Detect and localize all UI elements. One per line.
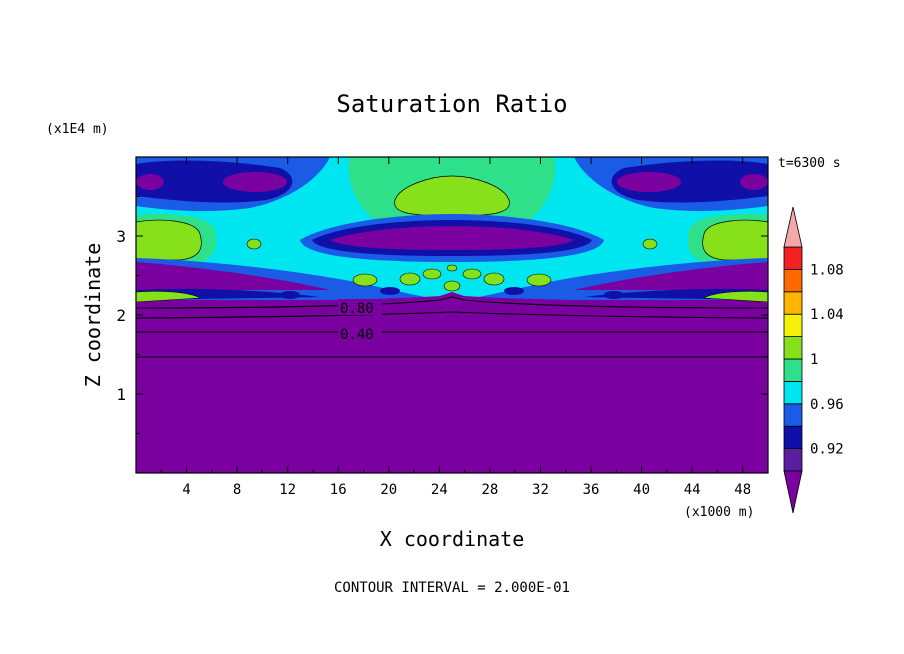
plot-area: [136, 157, 768, 473]
colorbar-swatch: [783, 291, 803, 315]
y-tick-label: 3: [116, 227, 126, 246]
x-tick-label: 36: [583, 482, 600, 498]
colorbar-swatch: [783, 425, 803, 450]
colorbar-tick-label: 0.92: [810, 442, 844, 458]
field-upper-left-navy: [136, 160, 293, 203]
field-unsaturated-boundary: [136, 292, 768, 473]
x-axis-ticks: 4 8 12 16 20 24 28 32 36 40 44 48: [160, 157, 751, 498]
colorbar-swatch: [783, 268, 803, 293]
colorbar: 0.92 0.96 1 1.04 1.08: [783, 206, 844, 514]
colorbar-swatch: [783, 336, 803, 360]
y-axis-ticks: 1 2 3: [116, 196, 768, 434]
field-upper-left-core-a: [136, 174, 164, 190]
contour-label-0-40: 0.40: [340, 327, 374, 343]
field-lower-green-spots: [352, 264, 552, 292]
x-tick-label: 20: [380, 482, 397, 498]
field-lower-right-green: [703, 290, 768, 303]
contour-line-0-80: [136, 311, 768, 319]
x-unit-label: (x1000 m): [684, 505, 754, 520]
x-tick-label: 28: [481, 482, 498, 498]
field-upper-right-core-a: [740, 174, 768, 190]
x-tick-label: 8: [233, 482, 241, 498]
x-tick-label: 40: [633, 482, 650, 498]
x-tick-label: 48: [734, 482, 751, 498]
x-tick-label: 32: [532, 482, 549, 498]
chart-title: Saturation Ratio: [336, 90, 567, 118]
field-lower-left-green: [136, 290, 201, 303]
y-tick-label: 1: [116, 385, 126, 404]
y-tick-label: 2: [116, 306, 126, 325]
x-tick-label: 12: [279, 482, 296, 498]
colorbar-swatch: [783, 313, 803, 338]
y-axis-label: Z coordinate: [81, 243, 105, 388]
contour-line-0-80-upper: [136, 296, 768, 309]
field-right-supersaturated-patch: [702, 219, 768, 261]
time-label: t=6300 s: [778, 156, 841, 171]
field-middle-core-band: [330, 226, 574, 250]
colorbar-under-triangle: [783, 470, 803, 514]
y-unit-label: (x1E4 m): [46, 122, 109, 137]
colorbar-swatch: [783, 403, 803, 427]
field-lower-left-core: [136, 262, 330, 290]
x-tick-label: 4: [182, 482, 190, 498]
field-spot-left: [246, 238, 262, 250]
colorbar-tick-label: 1.08: [810, 262, 844, 278]
field-upper-right-core-b: [617, 172, 681, 192]
x-tick-label: 24: [431, 482, 448, 498]
x-axis-label: X coordinate: [380, 527, 525, 551]
colorbar-tick-label: 0.96: [810, 397, 844, 413]
x-tick-label: 16: [330, 482, 347, 498]
field-spot-right: [642, 238, 658, 250]
contour-interval-footer: CONTOUR INTERVAL = 2.000E-01: [334, 580, 570, 596]
contour-label-0-80: 0.80: [340, 301, 374, 317]
colorbar-swatch: [783, 246, 803, 270]
field-lower-blue-spots: [280, 287, 624, 299]
colorbar-swatch: [783, 358, 803, 382]
x-tick-label: 44: [684, 482, 701, 498]
colorbar-swatch: [783, 448, 803, 472]
field-upper-right-navy: [611, 160, 768, 203]
colorbar-tick-label: 1: [810, 352, 818, 368]
field-lower-right-core: [574, 262, 768, 290]
colorbar-swatch: [783, 380, 803, 405]
field-left-supersaturated-patch: [136, 219, 202, 261]
field-upper-left-core-b: [223, 172, 287, 192]
field-center-supersaturated-blob: [394, 175, 510, 217]
colorbar-tick-label: 1.04: [810, 307, 844, 323]
colorbar-over-triangle: [783, 206, 803, 248]
